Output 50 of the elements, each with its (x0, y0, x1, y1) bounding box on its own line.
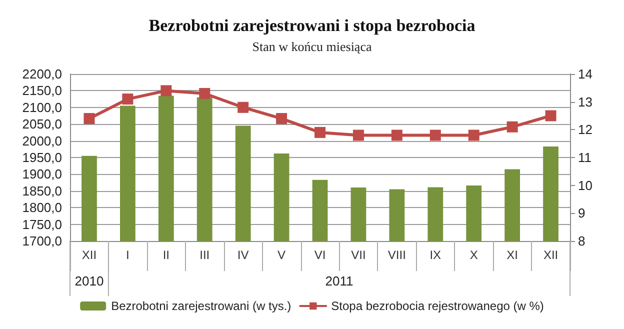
point (238, 102, 249, 113)
point (352, 130, 364, 141)
y-tick-label: 1700,0 (22, 234, 62, 248)
point (506, 121, 518, 132)
y2-tick-label: 10 (578, 178, 592, 193)
point (391, 130, 402, 141)
y-tick-label: 2100,0 (22, 100, 62, 115)
y-tick-label: 2000,0 (22, 133, 62, 148)
x-tick-label: IV (237, 248, 249, 262)
y2-tick-label: 8 (578, 234, 586, 248)
x-tick-label: IX (430, 248, 442, 262)
point (545, 110, 556, 122)
x-tick-label: XI (506, 248, 518, 262)
chart-subtitle: Stan w końcu miesiąca (252, 39, 372, 54)
x-tick-label: VIII (388, 248, 406, 262)
y2-tick-label: 9 (578, 206, 586, 221)
legend-label: Bezrobotni zarejestrowani (w tys.) (111, 299, 292, 313)
point (468, 130, 480, 141)
point (84, 113, 95, 124)
text: 2011 (325, 274, 354, 288)
x-tick-label: XII (543, 248, 558, 262)
x-tick-label: V (278, 248, 286, 262)
y-tick-label: 1950,0 (22, 150, 62, 165)
y2-tick-label: 14 (578, 66, 592, 82)
point (276, 113, 288, 124)
x-tick-label: III (200, 248, 210, 262)
text: 2010 (74, 274, 104, 288)
legend-label: Stopa bezrobocia rejestrowanego (w %) (331, 299, 544, 313)
y-tick-label: 2150,0 (22, 83, 62, 98)
x-tick-label: II (162, 248, 170, 262)
x-tick-label: VII (351, 248, 366, 262)
point (199, 88, 210, 99)
y-tick-label: 2200,0 (22, 66, 62, 82)
y2-tick-label: 12 (578, 122, 592, 138)
point (160, 85, 172, 96)
point (314, 126, 326, 138)
x-tick-label: X (470, 248, 478, 262)
y2-tick-label: 13 (578, 94, 592, 110)
chart-title: Bezrobotni zarejestrowani i stopa bezrobocia (148, 16, 476, 35)
y-tick-label: 2050,0 (22, 116, 62, 132)
y-tick-label: 1800,0 (22, 200, 62, 216)
y-tick-label: 1900,0 (22, 166, 62, 182)
point (122, 94, 134, 105)
y2-tick-label: 11 (578, 150, 592, 165)
y-tick-label: 1850,0 (22, 183, 62, 198)
point (430, 130, 441, 141)
x-tick-label: VI (314, 248, 326, 262)
x-tick-label: XII (82, 248, 97, 262)
x-tick-label: I (126, 248, 130, 262)
y-tick-label: 1750,0 (22, 216, 62, 232)
